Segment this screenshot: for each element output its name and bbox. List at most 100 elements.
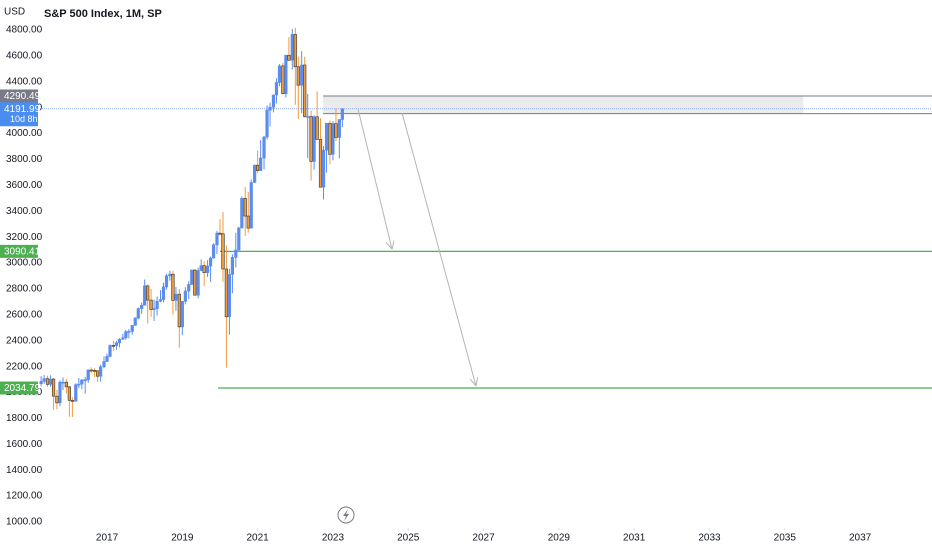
candle-body	[114, 342, 119, 346]
candle-body	[334, 123, 338, 138]
x-tick-label: 2037	[849, 533, 872, 544]
candle	[55, 389, 59, 410]
candle-body	[77, 383, 81, 386]
candle-body	[70, 399, 74, 402]
target-label-bg	[0, 381, 38, 395]
candle-body	[45, 378, 50, 385]
candle-body	[221, 233, 225, 270]
candle	[290, 28, 294, 70]
candle	[208, 256, 213, 282]
candle	[312, 115, 316, 170]
candle	[218, 219, 222, 236]
candle	[328, 120, 332, 165]
candle	[96, 370, 100, 382]
candle-body	[96, 370, 100, 377]
target-label: 3090.41	[4, 246, 41, 257]
candle-body	[99, 366, 103, 377]
zone-top-label-bg	[0, 89, 38, 103]
candle	[161, 282, 166, 303]
candle-body	[230, 257, 235, 275]
candle	[256, 150, 260, 174]
candle	[237, 226, 241, 251]
flash-icon[interactable]	[337, 506, 355, 524]
candle-body	[237, 227, 241, 251]
candle-body	[180, 301, 184, 328]
candle	[340, 108, 344, 128]
candle	[234, 232, 238, 268]
candle-body	[293, 34, 297, 68]
candle-body	[281, 65, 285, 95]
candle-body	[290, 34, 294, 61]
candle-body	[218, 232, 222, 235]
y-tick-label: 2200.00	[6, 361, 43, 372]
candle-body	[337, 119, 341, 138]
candle-body	[256, 164, 260, 171]
x-tick-label: 2021	[247, 533, 270, 544]
candle	[152, 299, 156, 321]
candle-body	[215, 232, 219, 246]
candle	[74, 383, 78, 402]
candle	[99, 364, 103, 382]
candle-body	[67, 386, 71, 401]
candle	[296, 56, 300, 119]
candle	[80, 379, 84, 390]
y-tick-label: 2600.00	[6, 309, 43, 320]
candle-body	[149, 299, 153, 310]
candle-body	[55, 395, 59, 404]
candle-body	[284, 54, 288, 95]
candle-body	[318, 139, 323, 188]
arrow-head	[391, 240, 395, 250]
candle	[111, 340, 116, 351]
candle-body	[105, 356, 109, 362]
candle	[268, 102, 272, 127]
candle	[324, 122, 329, 173]
candle	[262, 135, 266, 170]
candle-body	[312, 116, 316, 162]
zone	[323, 95, 804, 114]
y-tick-label: 4000.00	[6, 128, 43, 139]
candle-body	[309, 116, 313, 162]
candle	[127, 328, 131, 339]
candle-body	[249, 182, 253, 229]
candle	[309, 110, 313, 181]
candle-body	[164, 275, 169, 288]
candle-body	[174, 293, 178, 301]
x-tick-label: 2031	[623, 533, 646, 544]
candle	[180, 300, 184, 336]
icon-ring	[337, 506, 355, 524]
candle-body	[92, 370, 97, 372]
x-tick-label: 2035	[774, 533, 797, 544]
candle-body	[271, 94, 276, 108]
target-label: 2034.79	[4, 383, 41, 394]
candle	[300, 51, 304, 114]
candle	[117, 338, 122, 348]
y-tick-label: 4600.00	[6, 51, 43, 62]
candle-body	[89, 369, 93, 372]
candle-body	[306, 116, 310, 118]
arrow	[401, 113, 477, 387]
candle-body	[140, 304, 144, 309]
candle	[246, 191, 250, 233]
candle	[183, 287, 187, 305]
candle-body	[133, 317, 137, 326]
candle-body	[64, 381, 68, 388]
candle	[149, 288, 153, 317]
candle-body	[124, 331, 128, 339]
candle-body	[331, 123, 335, 155]
candle	[155, 296, 159, 316]
candle-body	[315, 116, 319, 140]
candle-body	[127, 331, 131, 333]
candle	[315, 91, 319, 140]
candle-body	[240, 198, 244, 229]
candle	[187, 281, 191, 300]
candle-body	[227, 274, 231, 318]
candle	[45, 375, 50, 387]
candle-body	[102, 361, 106, 368]
candle	[230, 254, 235, 294]
candle	[240, 196, 244, 229]
candle	[64, 378, 68, 394]
candle-body	[155, 300, 159, 309]
candle-body	[152, 308, 156, 310]
candle-body	[274, 82, 279, 96]
